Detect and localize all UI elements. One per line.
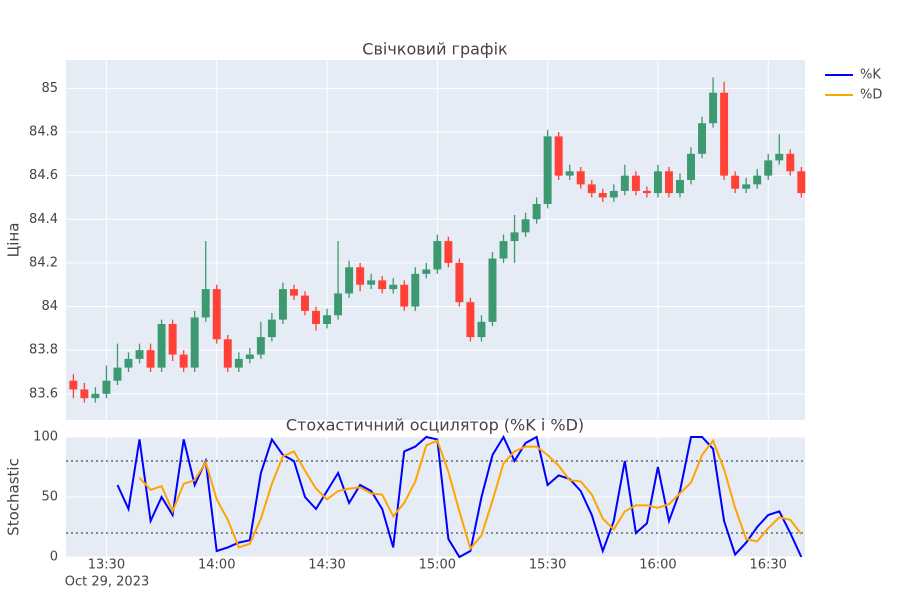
candle-body [444, 241, 453, 263]
candle-body [91, 393, 100, 399]
candle-body [709, 92, 718, 124]
candle-body [223, 339, 232, 368]
candle-body [113, 367, 122, 381]
y-tick-label: 83.8 [29, 343, 58, 358]
y-tick-label: 84 [41, 299, 58, 314]
series-line [138, 438, 803, 551]
y-tick-label: 84.2 [29, 255, 58, 270]
y-tick-label: 83.6 [29, 386, 58, 401]
y-tick-label: 84.8 [29, 125, 58, 140]
legend-label: %D [860, 88, 882, 103]
candle-body [521, 219, 530, 233]
candle-body [488, 258, 497, 322]
candle-body [565, 171, 574, 176]
candle-body [146, 350, 155, 368]
candle-body [400, 284, 409, 307]
x-tick-label: 14:00 [198, 558, 235, 573]
candle-body [124, 358, 133, 368]
candle-body [212, 289, 221, 340]
candle-body [775, 153, 784, 161]
candle-body [753, 175, 762, 185]
y-tick-label: 0 [50, 550, 58, 565]
candle-body [356, 267, 365, 285]
candle-body [433, 241, 442, 270]
candle-body [157, 324, 166, 368]
candle-body [80, 389, 89, 399]
y-tick-label: 50 [41, 490, 58, 505]
candle-body [620, 175, 629, 191]
candle-body [334, 293, 343, 316]
candle-body [587, 184, 596, 194]
candle-body [466, 302, 475, 338]
candle-body [554, 136, 563, 176]
x-tick-label: 14:30 [308, 558, 345, 573]
candle-body [532, 204, 541, 220]
candle-body [278, 289, 287, 320]
y-tick-label: 84.4 [29, 212, 58, 227]
candle-body [135, 350, 144, 359]
candle-body [245, 354, 254, 359]
candle-body [609, 190, 618, 198]
candle-body [234, 358, 243, 368]
candle-body [576, 171, 585, 185]
x-date-label: Oct 29, 2023 [65, 575, 150, 590]
candle-body [69, 380, 78, 390]
candle-body [201, 289, 210, 318]
series-line [116, 434, 803, 559]
candle-body [631, 175, 640, 191]
candle-body [179, 354, 188, 368]
candle-body [676, 180, 684, 194]
candle-body [267, 319, 276, 338]
candle-body [345, 267, 354, 294]
candle-body [510, 232, 519, 242]
candle-body [731, 175, 740, 189]
candle-body [598, 193, 607, 198]
candle-body [698, 123, 707, 154]
candle-body [664, 171, 673, 194]
x-tick-label: 16:00 [639, 558, 676, 573]
x-tick-label: 13:30 [88, 558, 125, 573]
x-tick-label: 15:30 [529, 558, 566, 573]
y-axis-label: Stochastic [5, 458, 23, 536]
legend-label: %K [860, 68, 881, 83]
candle-body [499, 241, 508, 259]
candle-body [312, 310, 320, 324]
grid [66, 60, 805, 558]
x-tick-label: 16:30 [749, 558, 786, 573]
plot-area [66, 60, 805, 420]
candle-body [289, 289, 298, 296]
candle-body [378, 280, 387, 290]
y-tick-label: 85 [41, 81, 58, 96]
subplot-title: Стохастичний осцилятор (%K і %D) [286, 416, 584, 435]
candle-body [543, 136, 552, 204]
candle-body [102, 380, 111, 394]
candle-body [323, 315, 332, 324]
marks [66, 77, 806, 559]
candle-body [797, 171, 806, 194]
candle-body [687, 153, 695, 180]
candle-body [642, 190, 651, 194]
candle-body [190, 317, 199, 368]
candle-body [411, 273, 420, 307]
candle-body [786, 153, 795, 172]
candle-body [168, 324, 177, 355]
candle-body [367, 280, 376, 285]
x-tick-label: 15:00 [419, 558, 456, 573]
candle-body [301, 295, 309, 311]
chart-title: Свічковий графік [362, 40, 508, 59]
y-axis-label: Ціна [5, 223, 23, 258]
candle-body [422, 269, 431, 274]
candle-body [256, 337, 265, 355]
candle-body [477, 321, 486, 338]
candle-body [653, 171, 662, 194]
candle-body [742, 184, 751, 189]
y-tick-label: 100 [33, 430, 58, 445]
y-tick-label: 84.6 [29, 168, 58, 183]
candle-body [764, 160, 773, 176]
candle-body [455, 262, 464, 303]
candle-body [389, 284, 398, 290]
candle-body [720, 92, 729, 176]
